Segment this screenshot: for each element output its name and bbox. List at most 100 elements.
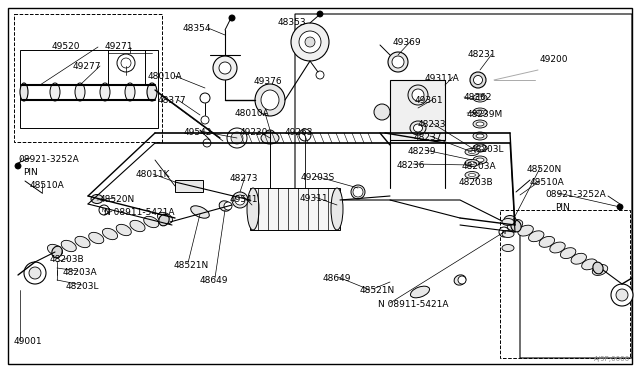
Text: 48203A: 48203A <box>462 162 497 171</box>
Ellipse shape <box>410 121 426 135</box>
Bar <box>500 210 630 358</box>
Text: 49311: 49311 <box>300 194 328 203</box>
Circle shape <box>392 56 404 68</box>
Ellipse shape <box>130 220 145 232</box>
Ellipse shape <box>476 146 484 150</box>
Ellipse shape <box>159 214 169 226</box>
Text: 08921-3252A: 08921-3252A <box>545 190 605 199</box>
Ellipse shape <box>539 237 555 247</box>
Circle shape <box>99 205 109 215</box>
Ellipse shape <box>468 161 476 164</box>
Text: 49541: 49541 <box>230 195 259 204</box>
Ellipse shape <box>593 262 603 274</box>
Ellipse shape <box>476 122 484 126</box>
Ellipse shape <box>410 286 429 298</box>
Circle shape <box>616 289 628 301</box>
Ellipse shape <box>473 94 487 102</box>
Ellipse shape <box>476 134 484 138</box>
Circle shape <box>317 11 323 17</box>
Ellipse shape <box>561 248 576 259</box>
Text: A/9P;0006: A/9P;0006 <box>594 356 630 362</box>
Text: 48354: 48354 <box>183 24 211 33</box>
Ellipse shape <box>508 219 523 230</box>
Bar <box>20 50 158 128</box>
Ellipse shape <box>511 220 521 232</box>
Text: 49520: 49520 <box>52 42 81 51</box>
Circle shape <box>15 163 21 169</box>
Circle shape <box>227 128 247 148</box>
Ellipse shape <box>476 158 484 162</box>
Ellipse shape <box>47 244 63 256</box>
Ellipse shape <box>473 144 487 152</box>
Text: 49369: 49369 <box>393 38 422 47</box>
Ellipse shape <box>550 242 565 253</box>
Ellipse shape <box>465 160 479 167</box>
Ellipse shape <box>100 83 110 101</box>
Circle shape <box>231 132 243 144</box>
Ellipse shape <box>261 90 279 110</box>
Text: PIN: PIN <box>23 168 38 177</box>
Ellipse shape <box>473 132 487 140</box>
Ellipse shape <box>219 201 231 211</box>
Ellipse shape <box>102 228 118 240</box>
Ellipse shape <box>470 72 486 88</box>
Text: 49001: 49001 <box>14 337 43 346</box>
Circle shape <box>458 276 466 284</box>
Text: 48520N: 48520N <box>100 195 135 204</box>
Ellipse shape <box>232 192 248 208</box>
Circle shape <box>353 187 363 197</box>
Text: 49311A: 49311A <box>425 74 460 83</box>
Ellipse shape <box>125 83 135 101</box>
Text: N 08911-5421A: N 08911-5421A <box>104 208 175 217</box>
Ellipse shape <box>52 246 62 258</box>
Circle shape <box>200 93 210 103</box>
Circle shape <box>224 202 232 210</box>
Text: 48510A: 48510A <box>30 181 65 190</box>
Ellipse shape <box>299 31 321 53</box>
Text: 48649: 48649 <box>323 274 351 283</box>
Ellipse shape <box>468 151 476 154</box>
Text: PIN: PIN <box>555 203 570 212</box>
Ellipse shape <box>518 225 533 236</box>
Bar <box>390 80 445 140</box>
Circle shape <box>121 58 131 68</box>
Ellipse shape <box>412 89 424 101</box>
Text: 48203L: 48203L <box>66 282 99 291</box>
Text: 49220: 49220 <box>240 128 268 137</box>
Circle shape <box>213 56 237 80</box>
Text: 49200: 49200 <box>540 55 568 64</box>
Ellipse shape <box>144 217 159 228</box>
Text: 48377: 48377 <box>158 96 187 105</box>
Text: 48231: 48231 <box>468 50 497 59</box>
Ellipse shape <box>20 83 28 101</box>
Text: 48011K: 48011K <box>136 170 170 179</box>
Text: 48236: 48236 <box>397 161 426 170</box>
Ellipse shape <box>502 231 514 237</box>
Ellipse shape <box>571 253 586 264</box>
Ellipse shape <box>147 83 157 101</box>
Ellipse shape <box>504 215 516 224</box>
Text: N 08911-5421A: N 08911-5421A <box>378 300 449 309</box>
Ellipse shape <box>473 108 487 116</box>
Circle shape <box>201 116 209 124</box>
Text: N: N <box>102 208 106 212</box>
Circle shape <box>388 52 408 72</box>
Text: 48649: 48649 <box>200 276 228 285</box>
Circle shape <box>117 54 135 72</box>
Circle shape <box>235 195 245 205</box>
Ellipse shape <box>413 124 422 132</box>
Ellipse shape <box>592 264 608 275</box>
Text: 48203L: 48203L <box>471 145 504 154</box>
Circle shape <box>611 284 633 306</box>
Circle shape <box>299 129 311 141</box>
Ellipse shape <box>468 173 476 176</box>
Ellipse shape <box>473 120 487 128</box>
Text: 49203S: 49203S <box>301 173 335 182</box>
Ellipse shape <box>465 148 479 155</box>
Ellipse shape <box>582 259 597 270</box>
Ellipse shape <box>454 275 466 285</box>
Ellipse shape <box>351 185 365 199</box>
Text: 48510A: 48510A <box>530 178 564 187</box>
Ellipse shape <box>473 156 487 164</box>
Ellipse shape <box>476 110 484 114</box>
